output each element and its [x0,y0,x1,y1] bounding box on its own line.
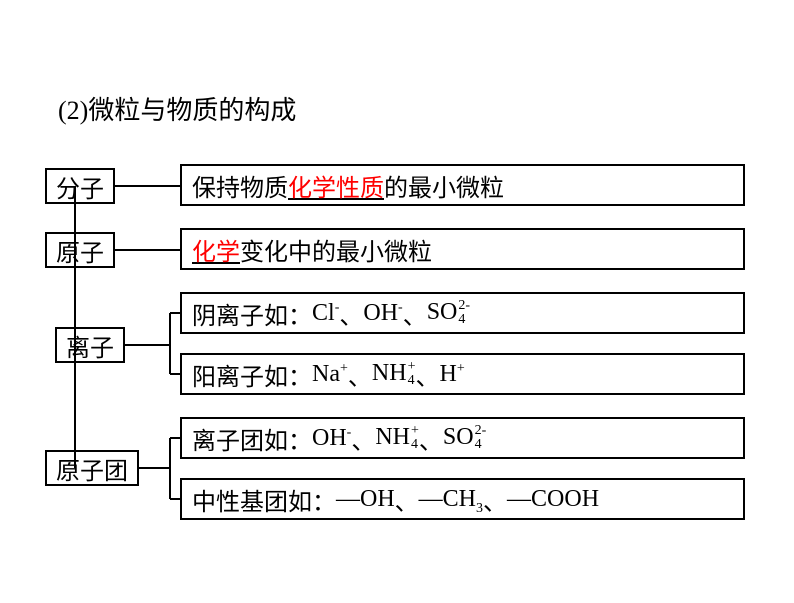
desc-cation: 阳离子如：Na+、NH+4、H+ [180,353,745,395]
desc-anion: 阴离子如：Cl-、OH-、SO2-4 [180,292,745,334]
node-fenzi-label: 分子 [56,169,104,204]
node-fenzi: 分子 [45,168,115,204]
desc-ion-group: 离子团如：OH-、NH+4、SO2-4 [180,417,745,459]
node-yuanzi: 原子 [45,232,115,268]
node-yuanzi-label: 原子 [56,233,104,268]
node-lizi-label: 离子 [66,328,114,363]
desc-neutral-group: 中性基团如：—OH、—CH3、—COOH [180,478,745,520]
node-yuanzituan: 原子团 [45,450,139,486]
desc-fenzi: 保持物质 化学性质 的最小微粒 [180,164,745,206]
node-yuanzituan-label: 原子团 [56,451,128,486]
desc-yuanzi: 化学 变化中的最小微粒 [180,228,745,270]
node-lizi: 离子 [55,327,125,363]
section-title: (2)微粒与物质的构成 [58,90,296,127]
